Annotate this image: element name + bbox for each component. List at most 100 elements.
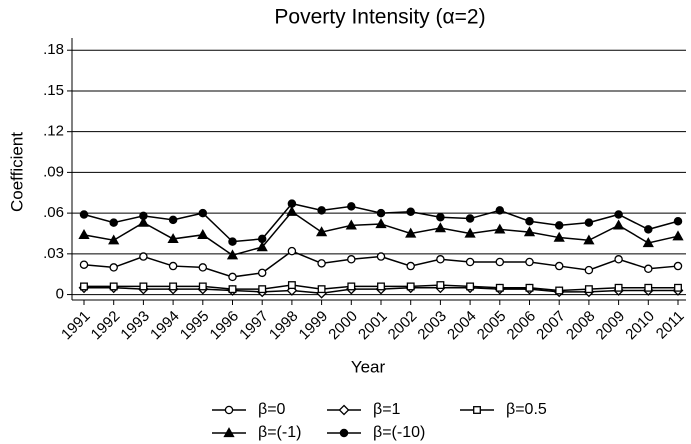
marker xyxy=(436,281,445,290)
marker xyxy=(554,261,564,271)
marker xyxy=(614,210,623,219)
y-tick-label: .12 xyxy=(43,123,64,140)
marker xyxy=(287,199,297,208)
marker xyxy=(553,231,565,242)
x-tick-label: 1998 xyxy=(266,308,302,344)
y-tick-label: .15 xyxy=(43,82,64,99)
marker xyxy=(347,202,356,211)
x-axis-label: Year xyxy=(351,357,386,376)
marker xyxy=(495,283,504,292)
marker xyxy=(109,218,118,227)
x-tick-label: 1995 xyxy=(177,308,213,344)
marker xyxy=(109,282,118,291)
marker xyxy=(339,428,349,438)
legend-label: β=0 xyxy=(258,401,286,418)
marker xyxy=(584,285,593,294)
marker xyxy=(338,404,350,416)
marker xyxy=(523,226,536,237)
x-tick-label: 2005 xyxy=(474,308,510,344)
marker xyxy=(644,283,653,292)
marker xyxy=(317,259,326,268)
x-tick-label: 1991 xyxy=(58,308,94,344)
marker xyxy=(525,257,534,267)
marker xyxy=(226,249,239,260)
marker xyxy=(406,282,415,291)
marker xyxy=(168,215,178,225)
marker xyxy=(108,234,120,245)
marker xyxy=(554,221,564,230)
marker xyxy=(198,208,208,218)
marker xyxy=(258,285,267,294)
marker xyxy=(584,265,594,275)
marker xyxy=(525,283,534,292)
marker xyxy=(377,282,385,291)
marker xyxy=(139,211,148,221)
marker xyxy=(583,234,595,245)
marker xyxy=(287,281,296,290)
marker xyxy=(614,283,623,292)
x-tick-label: 1996 xyxy=(207,308,243,344)
marker xyxy=(197,229,209,239)
marker xyxy=(465,214,475,223)
marker xyxy=(375,218,387,229)
marker xyxy=(525,217,534,226)
marker xyxy=(473,406,481,414)
marker xyxy=(79,260,89,269)
marker xyxy=(673,261,683,271)
marker xyxy=(466,282,475,291)
x-tick-label: 2004 xyxy=(444,308,480,344)
marker xyxy=(465,257,475,267)
marker xyxy=(495,257,505,267)
marker xyxy=(644,264,653,274)
marker xyxy=(286,205,298,216)
marker xyxy=(137,216,150,227)
marker xyxy=(434,222,447,233)
y-tick-label: .06 xyxy=(43,204,64,221)
marker xyxy=(257,234,267,244)
marker xyxy=(287,246,297,256)
x-tick-label: 2001 xyxy=(355,308,391,344)
marker xyxy=(405,227,417,238)
marker xyxy=(345,219,357,230)
marker xyxy=(614,255,623,264)
marker xyxy=(139,282,148,291)
marker xyxy=(406,261,415,271)
marker xyxy=(584,218,594,227)
x-tick-label: 1993 xyxy=(117,308,153,344)
x-tick-label: 1999 xyxy=(296,308,332,344)
y-tick-label: 0 xyxy=(56,286,64,303)
y-axis-label: Coefficient xyxy=(7,132,26,212)
marker xyxy=(256,241,268,252)
marker xyxy=(317,285,326,294)
marker xyxy=(139,252,148,261)
marker xyxy=(436,255,445,264)
legend-label: β=0.5 xyxy=(506,401,547,418)
x-tick-label: 2003 xyxy=(414,308,450,344)
marker xyxy=(644,225,653,234)
marker xyxy=(555,286,564,295)
marker xyxy=(79,210,89,219)
x-tick-label: 1994 xyxy=(147,308,183,344)
x-tick-label: 2002 xyxy=(385,308,421,344)
marker xyxy=(642,237,654,248)
marker xyxy=(464,227,476,238)
y-tick-label: .03 xyxy=(43,245,64,262)
y-tick-label: .09 xyxy=(43,163,64,180)
marker xyxy=(168,261,178,271)
legend-label: β=(-10) xyxy=(373,424,425,441)
marker xyxy=(495,206,505,215)
legend-label: β=1 xyxy=(373,401,401,418)
marker xyxy=(198,263,208,272)
marker xyxy=(347,255,356,264)
marker xyxy=(376,208,386,218)
marker xyxy=(436,212,445,222)
x-tick-label: 1992 xyxy=(88,308,124,344)
marker xyxy=(224,405,234,415)
marker xyxy=(406,207,415,217)
marker xyxy=(347,282,356,291)
marker xyxy=(167,233,179,244)
y-tick-label: .18 xyxy=(43,41,64,58)
marker xyxy=(494,223,506,234)
marker xyxy=(376,252,386,261)
